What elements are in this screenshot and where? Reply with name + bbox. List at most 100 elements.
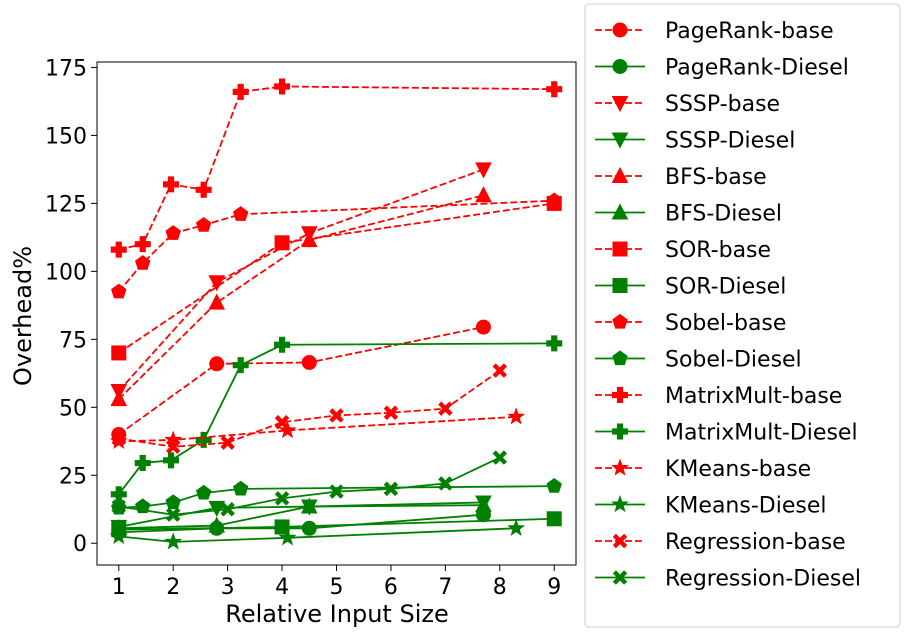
legend-marker [612, 278, 628, 293]
legend-item: MatrixMult-Diesel [595, 421, 858, 446]
legend-label: MatrixMult-Diesel [665, 421, 858, 446]
data-point [134, 236, 151, 253]
data-point [475, 319, 491, 335]
y-tick-label: 125 [45, 192, 87, 217]
legend-marker [612, 313, 628, 329]
y-axis-label: Overhead% [9, 246, 37, 386]
y-tick-label: 175 [45, 56, 87, 81]
data-point [208, 293, 226, 310]
data-point [329, 484, 344, 499]
legend-label: KMeans-Diesel [665, 494, 826, 519]
data-point [165, 439, 181, 454]
data-point [220, 435, 235, 450]
data-point [475, 496, 492, 513]
data-point [110, 390, 128, 407]
legend-marker [612, 423, 628, 440]
data-point [232, 357, 249, 374]
data-point [438, 476, 453, 491]
legend-label: PageRank-Diesel [665, 56, 849, 81]
series-line [118, 527, 517, 543]
legend-label: SSSP-Diesel [665, 129, 795, 154]
data-point [274, 519, 290, 535]
legend-item: SSSP-Diesel [595, 129, 795, 154]
legend-label: Sobel-Diesel [665, 348, 802, 373]
data-point [546, 335, 563, 352]
data-point [164, 532, 183, 550]
series-matrixmult-base [110, 78, 563, 258]
y-axis: 0 25 50 75 100 125 150 175 [45, 56, 97, 557]
x-tick-label: 9 [547, 575, 561, 600]
y-tick-label: 150 [45, 124, 87, 149]
legend-item: SOR-base [595, 238, 771, 263]
legend-item: KMeans-Diesel [595, 494, 826, 519]
legend-item: KMeans-base [595, 457, 811, 482]
data-point [383, 481, 399, 497]
data-point [278, 420, 297, 439]
x-tick-label: 1 [112, 575, 126, 600]
legend-marker [612, 350, 628, 366]
data-point [546, 511, 562, 527]
legend-item: PageRank-Diesel [595, 56, 849, 81]
data-point [546, 192, 562, 208]
legend-marker [612, 22, 628, 38]
data-point [163, 452, 180, 469]
legend-marker [611, 203, 629, 220]
legend-label: MatrixMult-base [665, 384, 842, 409]
x-tick-label: 6 [384, 575, 398, 600]
legend-item: BFS-Diesel [595, 202, 782, 227]
data-point [274, 78, 291, 95]
data-point [195, 484, 212, 500]
legend-label: BFS-base [665, 165, 767, 190]
series-line [118, 194, 484, 400]
data-point [111, 499, 126, 514]
data-point [109, 526, 128, 545]
series-line [118, 513, 484, 534]
legend-item: SOR-Diesel [595, 275, 786, 300]
series-line [118, 168, 484, 392]
data-point [110, 241, 127, 258]
x-tick-label: 2 [166, 575, 180, 600]
data-point [232, 83, 249, 100]
data-point [111, 345, 127, 361]
series-line [118, 199, 555, 293]
y-tick-label: 50 [59, 396, 87, 421]
data-point [507, 518, 526, 536]
data-point [301, 520, 317, 536]
series-kmeans-base [109, 407, 526, 449]
data-point [546, 81, 563, 98]
data-point [274, 491, 290, 506]
data-point [492, 450, 508, 465]
legend-item: PageRank-base [595, 19, 834, 44]
data-point [438, 401, 453, 416]
y-tick-label: 25 [59, 464, 87, 489]
legend: PageRank-base PageRank-Diesel SSSP-base SSS… [584, 3, 901, 628]
legend-label: KMeans-base [665, 457, 811, 482]
data-point [301, 354, 317, 370]
legend-item: Regression-Diesel [595, 567, 861, 592]
series-sor-base [111, 195, 562, 361]
data-point [111, 431, 126, 446]
series-pagerank-base [111, 319, 491, 442]
data-point [110, 486, 127, 503]
data-point [209, 356, 225, 372]
data-point [135, 255, 151, 270]
legend-marker [611, 132, 629, 149]
legend-label: Sobel-base [665, 311, 786, 336]
data-point [195, 181, 212, 198]
data-point [383, 405, 399, 420]
series-regression-diesel [111, 450, 508, 522]
legend-marker [610, 458, 630, 476]
legend-marker [610, 495, 630, 513]
legend-marker [612, 387, 628, 403]
data-point [165, 507, 181, 522]
legend-box [584, 3, 901, 628]
legend-item: Sobel-base [595, 311, 786, 336]
series-line [118, 517, 555, 531]
legend-item: BFS-base [595, 165, 767, 190]
series-line [118, 85, 555, 251]
data-point [111, 283, 127, 299]
legend-item: MatrixMult-base [595, 384, 842, 409]
series-line [118, 415, 517, 443]
data-point [274, 336, 291, 353]
